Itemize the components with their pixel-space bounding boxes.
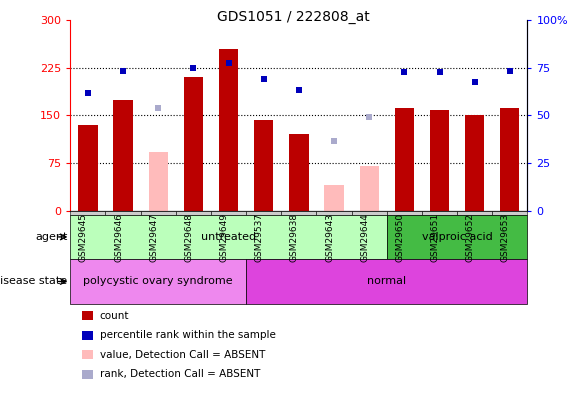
Bar: [219, 49, 238, 211]
Text: GSM29651: GSM29651: [431, 213, 440, 262]
Text: rank, Detection Call = ABSENT: rank, Detection Call = ABSENT: [100, 369, 260, 379]
Text: GSM29653: GSM29653: [501, 213, 510, 262]
Text: percentile rank within the sample: percentile rank within the sample: [100, 330, 275, 340]
Text: GSM29648: GSM29648: [185, 213, 193, 262]
Text: GSM29647: GSM29647: [149, 213, 158, 262]
Bar: [149, 152, 168, 211]
Text: GSM29649: GSM29649: [220, 213, 229, 262]
Bar: [184, 77, 203, 211]
Text: GDS1051 / 222808_at: GDS1051 / 222808_at: [217, 10, 369, 24]
Bar: [500, 108, 520, 211]
Text: GSM29537: GSM29537: [255, 213, 264, 262]
Bar: [254, 120, 273, 211]
Bar: [113, 100, 132, 211]
Text: value, Detection Call = ABSENT: value, Detection Call = ABSENT: [100, 350, 265, 360]
Text: count: count: [100, 311, 129, 321]
Bar: [325, 185, 343, 211]
Bar: [359, 166, 379, 211]
Bar: [78, 125, 97, 211]
Bar: [465, 115, 484, 211]
Text: GSM29644: GSM29644: [360, 213, 369, 262]
Text: GSM29652: GSM29652: [466, 213, 475, 262]
Text: GSM29643: GSM29643: [325, 213, 334, 262]
Text: valproic acid: valproic acid: [422, 232, 492, 242]
Bar: [395, 108, 414, 211]
Text: disease state: disease state: [0, 277, 67, 286]
Text: GSM29645: GSM29645: [79, 213, 88, 262]
Text: GSM29646: GSM29646: [114, 213, 123, 262]
Text: agent: agent: [35, 232, 67, 242]
Text: untreated: untreated: [201, 232, 256, 242]
Text: polycystic ovary syndrome: polycystic ovary syndrome: [83, 277, 233, 286]
Text: normal: normal: [367, 277, 406, 286]
Bar: [289, 134, 308, 211]
Text: GSM29650: GSM29650: [396, 213, 404, 262]
Text: GSM29638: GSM29638: [290, 213, 299, 262]
Bar: [430, 110, 449, 211]
